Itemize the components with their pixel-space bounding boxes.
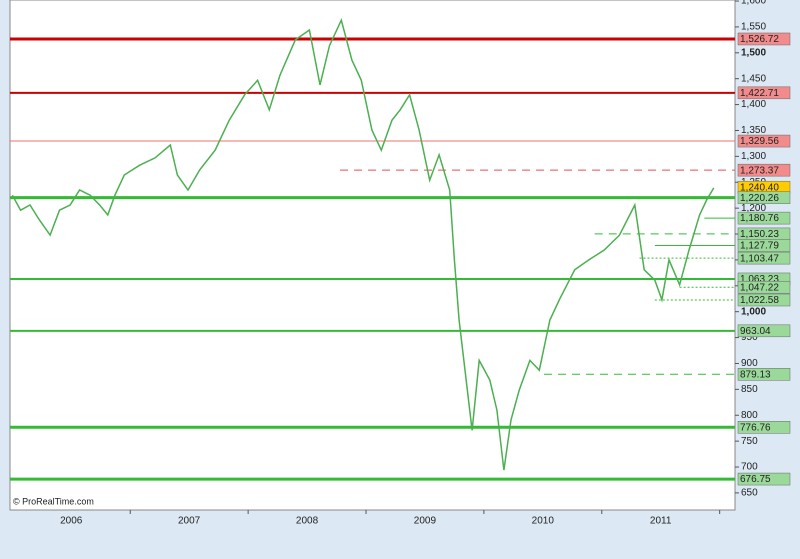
y-tick-label: 750 xyxy=(741,436,758,447)
level-box xyxy=(737,211,791,225)
level-label: 1,022.58 xyxy=(740,295,779,306)
level-box xyxy=(737,472,791,486)
price-line xyxy=(11,18,715,471)
level-label: 1,063.23 xyxy=(740,274,779,285)
level-label: 1,273.37 xyxy=(740,165,779,176)
watermark: © ProRealTime.com xyxy=(13,496,94,506)
y-tick-label: 700 xyxy=(741,462,758,473)
level-label: 1,220.26 xyxy=(740,193,779,204)
level-box xyxy=(737,32,791,46)
level-box xyxy=(737,280,791,294)
y-tick-label: 1,500 xyxy=(741,47,766,58)
level-label: 1,329.56 xyxy=(740,136,779,147)
level-label: 1,526.72 xyxy=(740,34,779,45)
x-tick-label: 2009 xyxy=(414,516,437,527)
x-tick-label: 2011 xyxy=(650,516,672,527)
y-tick-label: 1,300 xyxy=(741,151,766,162)
level-label: 1,180.76 xyxy=(740,213,779,224)
level-label: 676.75 xyxy=(740,474,771,485)
level-box xyxy=(737,163,791,177)
x-tick-label: 2007 xyxy=(178,516,201,527)
y-tick-label: 1,400 xyxy=(741,99,766,110)
level-label: 1,240.40 xyxy=(740,182,779,193)
level-label: 776.76 xyxy=(740,422,771,433)
level-label: 1,127.79 xyxy=(740,241,779,252)
level-box xyxy=(737,368,791,381)
y-tick-label: 1,450 xyxy=(741,73,766,84)
level-box xyxy=(737,239,791,252)
y-tick-label: 1,200 xyxy=(741,203,766,214)
level-box xyxy=(737,293,791,307)
y-tick-label: 900 xyxy=(741,358,758,369)
level-label: 1,047.22 xyxy=(740,282,779,293)
level-box xyxy=(737,191,791,204)
y-tick-label: 850 xyxy=(741,384,758,395)
plot-area xyxy=(9,0,736,511)
level-box xyxy=(737,86,791,100)
level-box xyxy=(737,324,791,338)
y-tick-label: 1,550 xyxy=(741,22,766,33)
y-tick-label: 800 xyxy=(741,410,758,421)
level-box xyxy=(737,134,791,148)
level-label: 963.04 xyxy=(740,326,771,337)
x-tick-label: 2008 xyxy=(296,516,319,527)
level-label: 1,103.47 xyxy=(740,253,779,264)
level-label: 879.13 xyxy=(740,369,771,380)
y-tick-label: 1,350 xyxy=(741,125,766,136)
level-box xyxy=(737,421,791,434)
y-tick-label: 1,000 xyxy=(741,306,766,317)
y-tick-label: 1,600 xyxy=(741,0,766,7)
level-box xyxy=(737,251,791,265)
level-label: 1,150.23 xyxy=(740,229,779,240)
y-tick-label: 950 xyxy=(741,332,758,343)
x-tick-label: 2010 xyxy=(532,516,555,527)
y-tick-label: 650 xyxy=(741,488,758,499)
level-label: 1,422.71 xyxy=(740,88,779,99)
x-tick-label: 2006 xyxy=(60,516,83,527)
